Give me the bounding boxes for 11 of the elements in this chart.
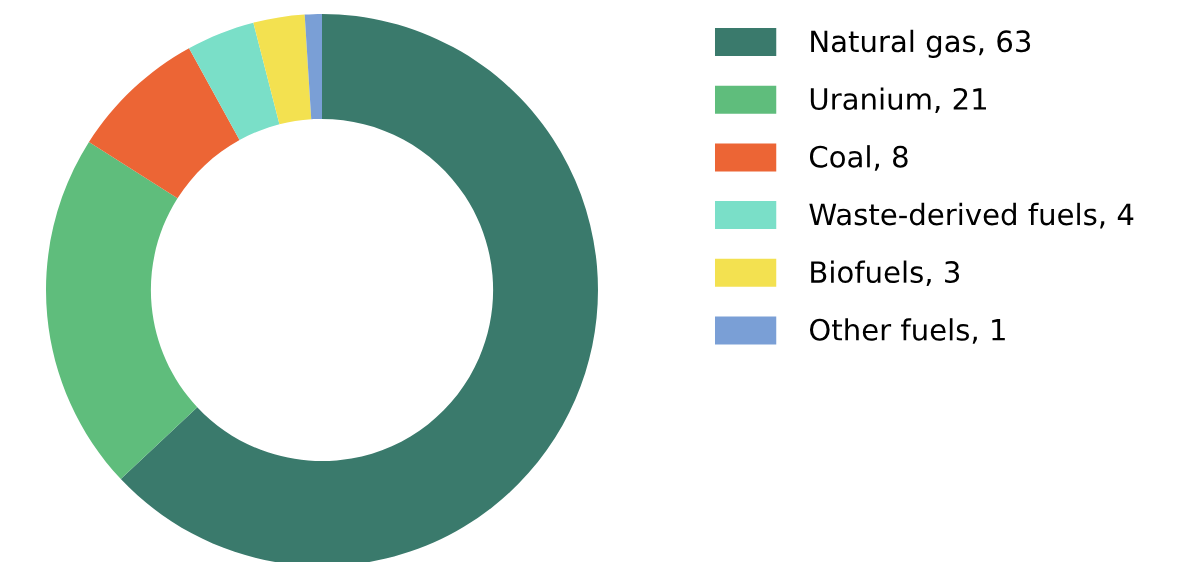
legend-label: Coal, 8: [809, 145, 908, 171]
legend-label: Natural gas, 63: [811, 29, 1031, 58]
donut-slice: [253, 14, 312, 125]
donut-slice: [88, 48, 240, 199]
donut-slice: [189, 22, 280, 141]
legend-label: Uranium, 21: [810, 87, 986, 113]
legend-label: Other fuels, 1: [809, 318, 1005, 344]
donut-slice: [304, 14, 322, 120]
legend-label: Biofuels, 3: [811, 260, 960, 287]
donut-slice: [46, 142, 198, 479]
legend-label: Waste-derived fuels, 4: [809, 202, 1134, 229]
